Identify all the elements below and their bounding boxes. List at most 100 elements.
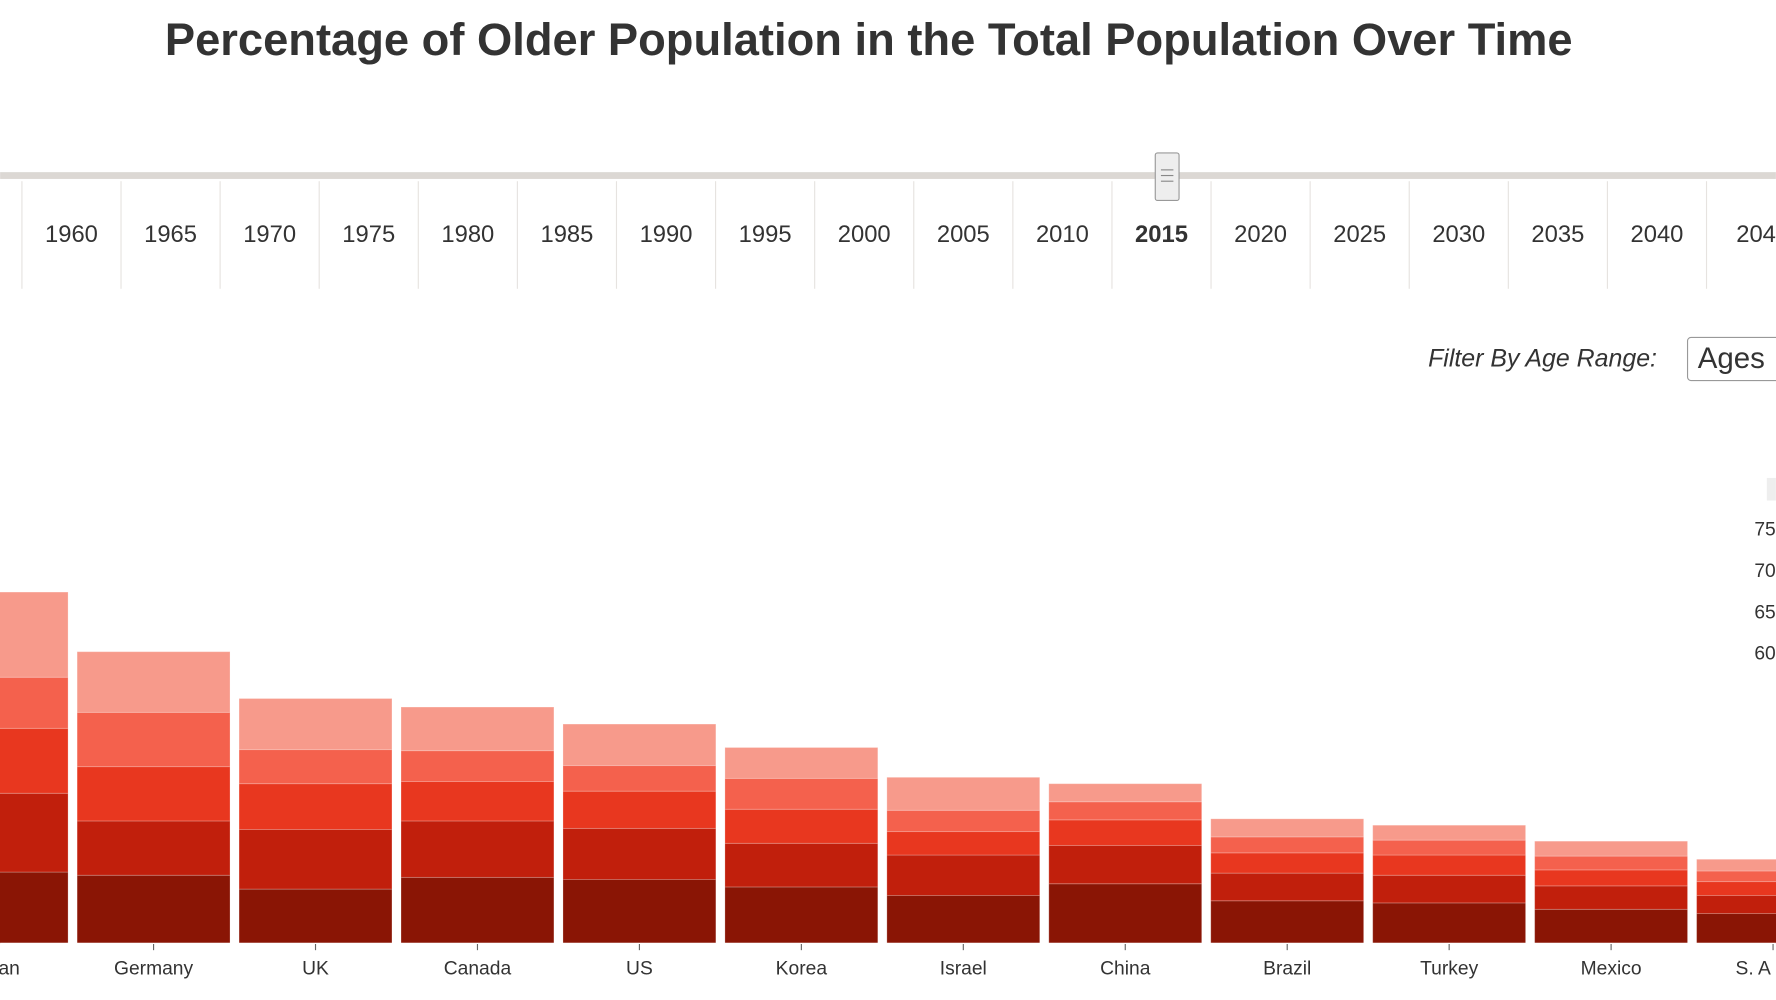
- bar-segment: [724, 886, 879, 944]
- bar-segment: [886, 895, 1041, 944]
- bar-segment: [724, 808, 879, 844]
- legend-label: 70: [1754, 561, 1775, 582]
- chart: an Germany UK Canada US Korea Israel China Brazi…: [0, 477, 1776, 980]
- bar-segment: [886, 854, 1041, 896]
- bar-segment: [1048, 844, 1203, 885]
- bar-segment: [238, 749, 393, 785]
- bar-segment: [1696, 858, 1776, 872]
- bar-segment: [1696, 881, 1776, 896]
- bar-segment: [400, 781, 555, 822]
- year-label[interactable]: 2035: [1531, 221, 1584, 248]
- x-tick-label: Korea: [776, 959, 828, 980]
- bar-segment: [0, 727, 69, 794]
- bar-segment: [1372, 874, 1527, 904]
- bar-segment: [1210, 900, 1365, 944]
- bar-segment: [238, 888, 393, 944]
- year-label[interactable]: 1975: [342, 221, 395, 248]
- bar-segment: [1210, 872, 1365, 902]
- bar-segment: [238, 783, 393, 830]
- year-label[interactable]: 1965: [144, 221, 197, 248]
- year-label[interactable]: 2040: [1631, 221, 1684, 248]
- bar-segment: [1210, 852, 1365, 874]
- slider-handle[interactable]: [1154, 152, 1180, 202]
- bar-segment: [0, 591, 69, 678]
- bar-segment: [886, 776, 1041, 811]
- year-label[interactable]: 1985: [540, 221, 593, 248]
- bar-segment: [562, 723, 717, 767]
- year-label[interactable]: 2030: [1432, 221, 1485, 248]
- x-tick-label: Brazil: [1263, 959, 1311, 980]
- age-select[interactable]: [1686, 336, 1776, 382]
- bar-segment: [1048, 801, 1203, 821]
- bar-segment: [1372, 902, 1527, 944]
- bar-segment: [400, 820, 555, 878]
- x-tick-label: China: [1100, 959, 1151, 980]
- bar-segment: [1534, 908, 1688, 944]
- year-label[interactable]: 2015: [1135, 221, 1188, 248]
- bar-segment: [1534, 855, 1688, 871]
- x-tick-label: Turkey: [1420, 959, 1478, 980]
- bar-segment: [1048, 883, 1203, 944]
- bar-segment: [76, 766, 231, 822]
- bar-segment: [0, 871, 69, 944]
- bar-segment: [76, 874, 231, 944]
- timeline: 1960 1965 1970 1975 1980 1985 1990 1995 2000 2005…: [21, 181, 1776, 289]
- bar-segment: [724, 842, 879, 888]
- bar-segment: [1372, 839, 1527, 856]
- bar-segment: [886, 809, 1041, 833]
- bar-segment: [76, 711, 231, 768]
- year-label[interactable]: 1995: [739, 221, 792, 248]
- bar-segment: [724, 747, 879, 779]
- bar-segment: [1048, 783, 1203, 803]
- bar-segment: [0, 792, 69, 873]
- year-label[interactable]: 1980: [441, 221, 494, 248]
- x-tick-label: UK: [302, 959, 329, 980]
- bar-segment: [562, 879, 717, 944]
- bar-segment: [400, 750, 555, 783]
- year-label[interactable]: 2000: [838, 221, 891, 248]
- legend-label: 65: [1754, 602, 1775, 623]
- bar-segment: [1534, 885, 1688, 910]
- x-tick-label: Israel: [940, 959, 987, 980]
- x-tick-label: S. A: [1736, 959, 1771, 980]
- age-select-value[interactable]: Ages: [1698, 342, 1765, 375]
- x-tick-label: an: [0, 959, 20, 980]
- bar-segment: [562, 827, 717, 880]
- bar-segment: [1048, 819, 1203, 846]
- legend-label: 75: [1754, 520, 1775, 541]
- year-label[interactable]: 1960: [45, 221, 98, 248]
- year-label[interactable]: 2010: [1036, 221, 1089, 248]
- bar-segment: [1696, 895, 1776, 915]
- bar-segment: [724, 777, 879, 810]
- year-label[interactable]: 2020: [1234, 221, 1287, 248]
- x-tick-label: Germany: [114, 959, 194, 980]
- bar-segment: [400, 876, 555, 944]
- slider-track[interactable]: [0, 172, 1776, 179]
- bar-segment: [1372, 824, 1527, 841]
- x-tick-label: Canada: [444, 959, 512, 980]
- bar-segment: [238, 829, 393, 890]
- bar-segment: [0, 676, 69, 729]
- legend-label: 60: [1754, 644, 1775, 665]
- bar-segment: [76, 820, 231, 876]
- bar-segment: [76, 651, 231, 713]
- bar-segment: [1696, 913, 1776, 944]
- x-tick-label: US: [626, 959, 653, 980]
- bar-segment: [1534, 840, 1688, 857]
- bar-segment: [1696, 870, 1776, 883]
- year-label[interactable]: 1990: [640, 221, 693, 248]
- legend-marker: [1766, 477, 1776, 501]
- bar-segment: [1534, 869, 1688, 887]
- year-label[interactable]: 2025: [1333, 221, 1386, 248]
- bar-segment: [1210, 818, 1365, 838]
- bar-segment: [238, 698, 393, 751]
- year-label[interactable]: 2005: [937, 221, 990, 248]
- year-label[interactable]: 1970: [243, 221, 296, 248]
- year-label[interactable]: 204: [1736, 221, 1776, 248]
- bar-segment: [400, 706, 555, 752]
- bar-segment: [1372, 854, 1527, 876]
- x-tick-label: Mexico: [1581, 959, 1642, 980]
- bar-segment: [1210, 836, 1365, 854]
- page-title: Percentage of Older Population in the To…: [165, 14, 1573, 65]
